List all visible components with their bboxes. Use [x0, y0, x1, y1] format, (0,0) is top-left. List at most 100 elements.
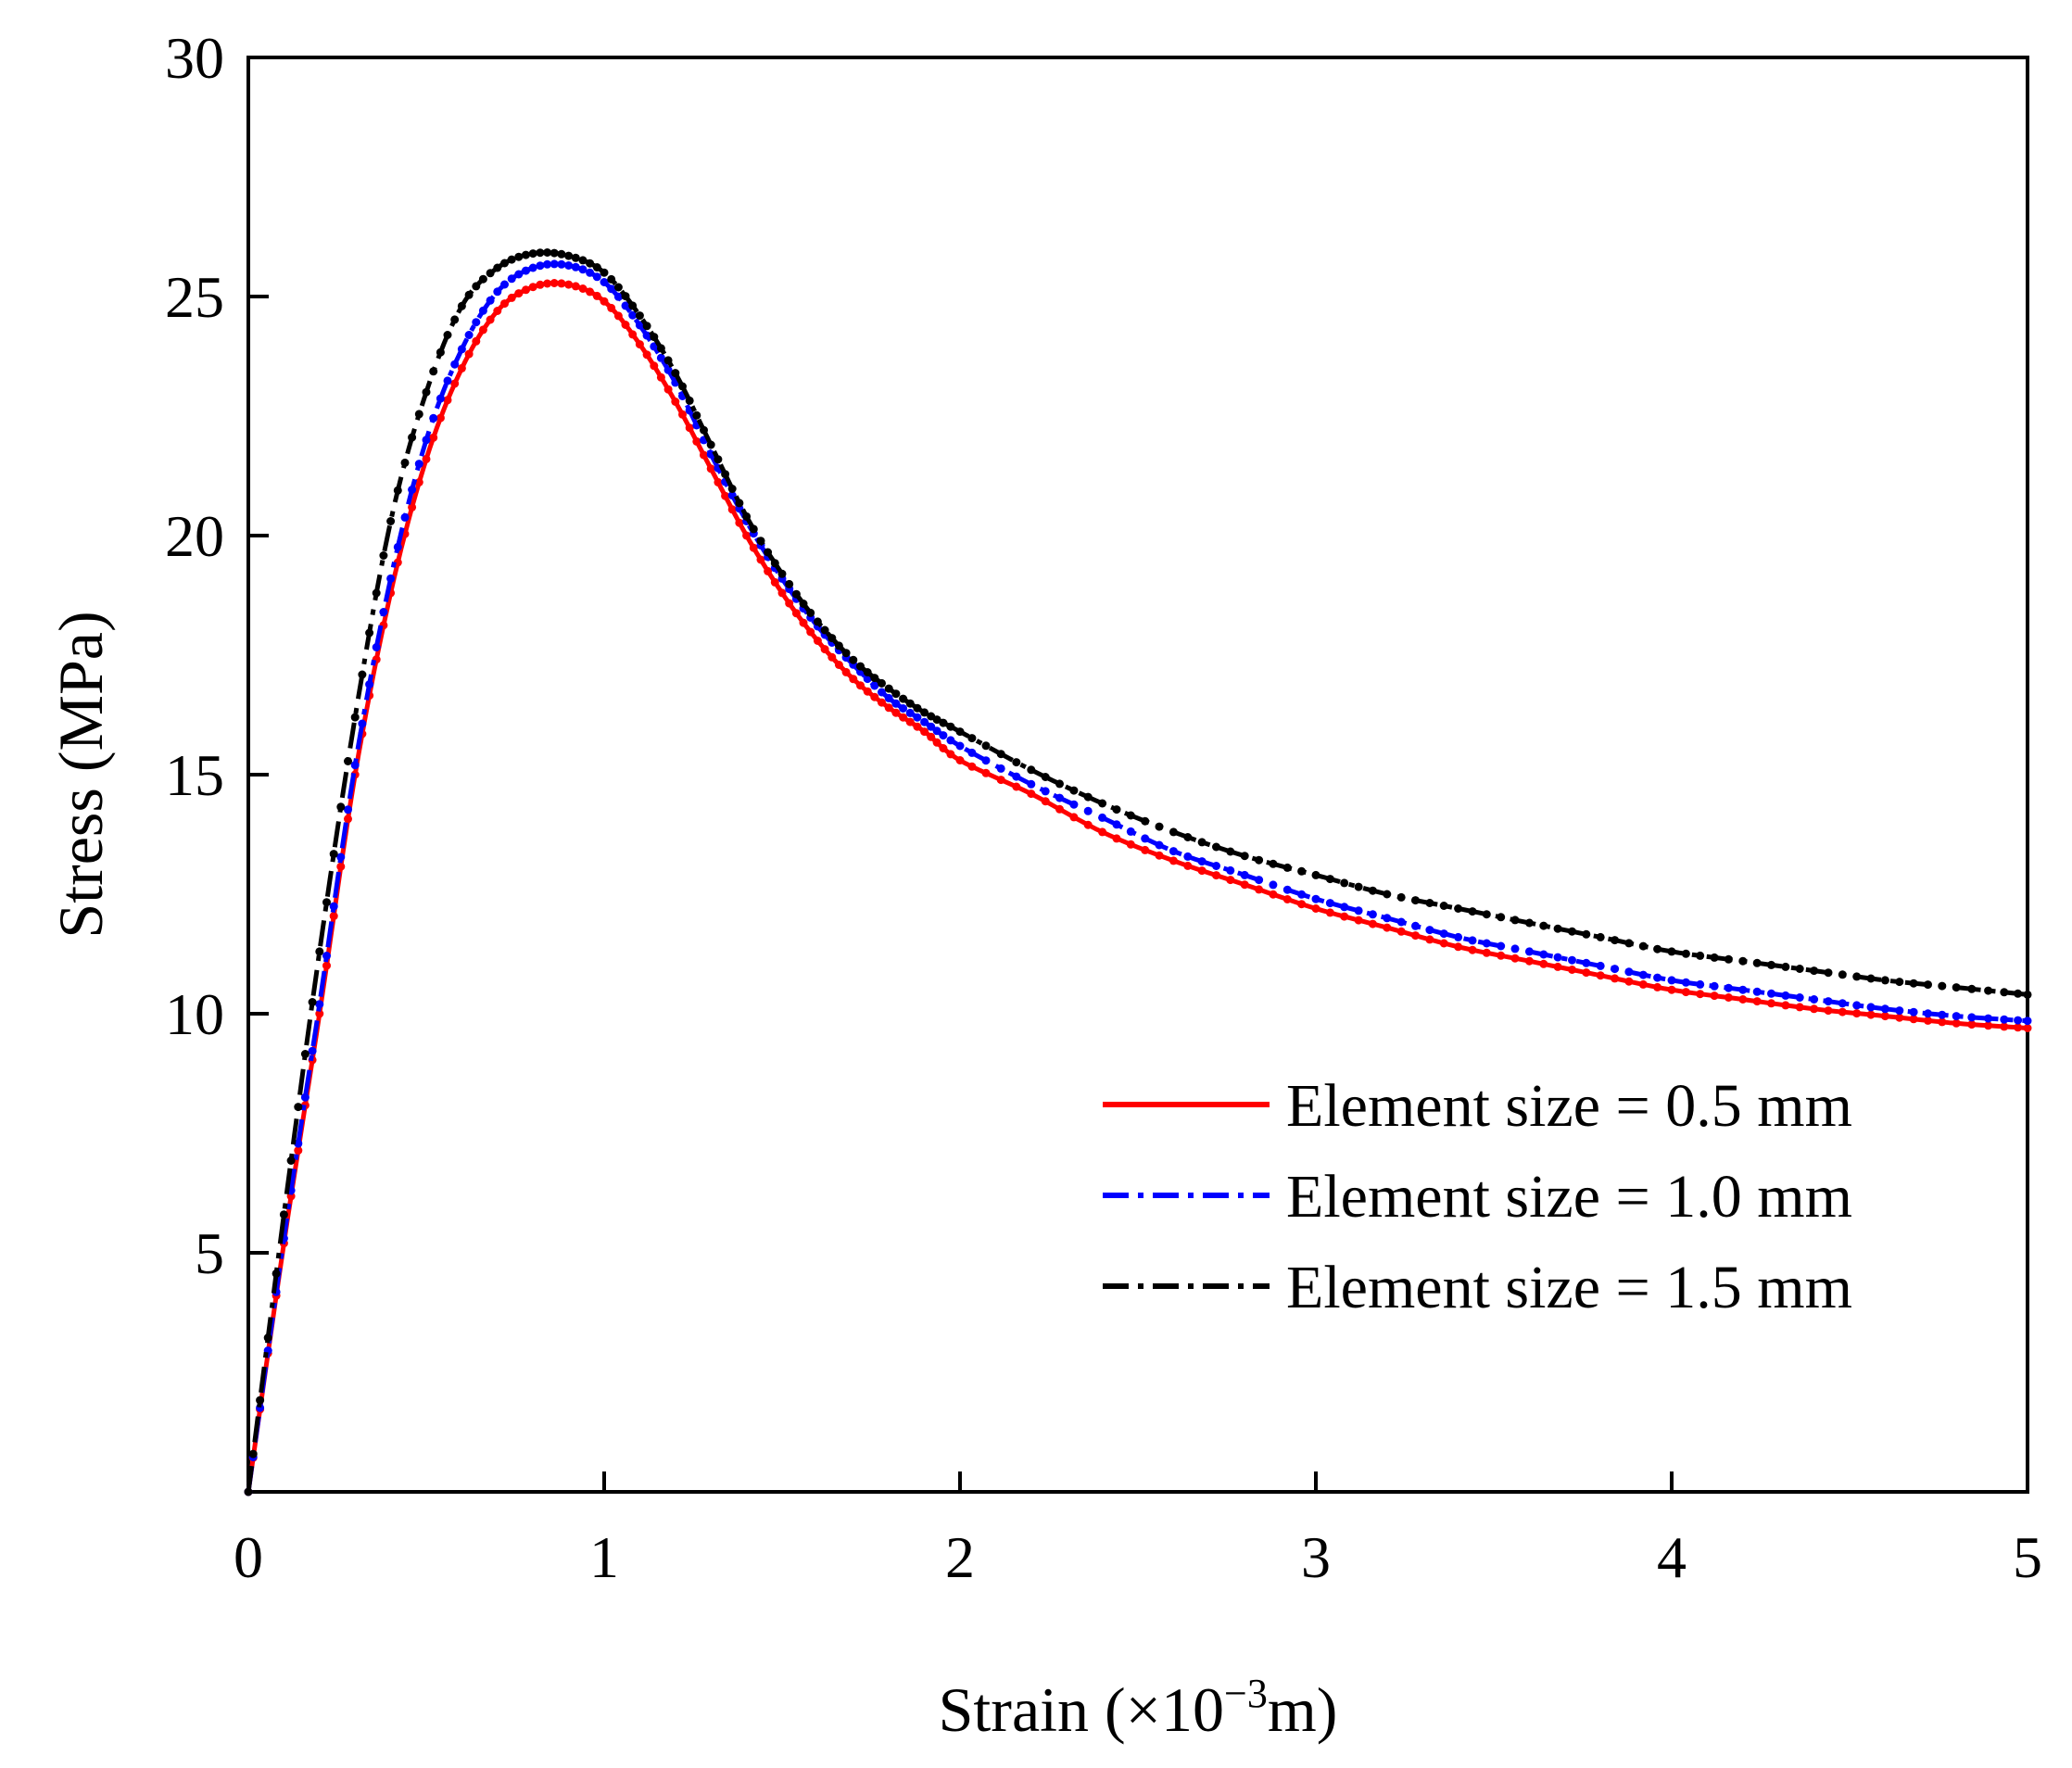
series-1-point [1795, 993, 1804, 1002]
series-0-point [600, 297, 609, 306]
series-0-point [996, 776, 1005, 785]
series-1-point [372, 643, 381, 651]
series-0-point [543, 279, 552, 288]
series-0-point [557, 279, 566, 288]
series-2-point [1795, 965, 1804, 973]
series-2-point [1596, 932, 1605, 941]
series-0-point [1568, 966, 1576, 974]
series-1-point [393, 542, 402, 551]
series-0-point [322, 961, 331, 970]
series-0-point [1282, 895, 1292, 903]
series-2-point [493, 263, 502, 272]
series-2-point [1967, 984, 1977, 993]
series-2-point [1055, 779, 1064, 789]
series-2-point [329, 850, 338, 859]
series-1-point [1781, 991, 1790, 1000]
series-2-point [2014, 989, 2023, 998]
series-0-point [472, 336, 481, 346]
series-0-point [1197, 866, 1207, 876]
series-1-point [1240, 870, 1249, 879]
series-2-point [1880, 976, 1889, 985]
series-2-point [1098, 799, 1107, 808]
series-0-point [571, 282, 580, 291]
series-0-point [486, 315, 495, 324]
series-2-point [870, 674, 879, 683]
series-0-point [621, 321, 630, 329]
series-layer [244, 248, 2032, 1496]
series-2-point [414, 410, 423, 419]
series-2-point [905, 699, 915, 708]
series-0-point [457, 363, 466, 373]
series-0-point [1012, 782, 1021, 791]
series-1-point [514, 270, 524, 279]
series-0-point [714, 477, 723, 486]
series-2-point [344, 757, 352, 765]
series-2-point [1183, 833, 1193, 841]
series-1-point [493, 287, 502, 297]
series-0-point [806, 627, 815, 637]
series-1-point [1568, 955, 1576, 965]
series-2-point [671, 369, 680, 378]
series-0-point [1924, 1016, 1932, 1025]
series-1-point [1510, 944, 1520, 953]
series-2-point [244, 1487, 253, 1496]
series-2-point [1083, 792, 1093, 802]
series-0-point [1439, 939, 1448, 948]
series-0-point [878, 698, 886, 707]
series-2-point [1155, 822, 1164, 831]
series-2-point [1255, 855, 1264, 865]
series-0-point [607, 303, 616, 312]
series-0-point [905, 717, 915, 726]
series-2-point [322, 898, 331, 907]
series-2-point [550, 248, 559, 258]
series-2-point [884, 684, 893, 693]
x-tick-label-0: 0 [234, 1524, 263, 1590]
series-0-point [429, 433, 438, 442]
series-2-point [727, 485, 737, 493]
series-1-point [1041, 787, 1050, 796]
series-0-point [2000, 1022, 2009, 1031]
series-0-point [656, 373, 665, 382]
series-0-point [1738, 995, 1748, 1004]
series-2-point [400, 458, 410, 467]
series-1-point [920, 717, 929, 726]
series-2-point [920, 708, 929, 717]
series-1-point [1653, 973, 1662, 982]
series-2-point [1866, 974, 1876, 983]
series-0-point [834, 661, 843, 669]
series-1-point [1738, 985, 1748, 994]
series-1-point [1497, 941, 1506, 951]
x-tick-label-3: 3 [1301, 1524, 1331, 1590]
series-0-point [1582, 968, 1591, 978]
series-1-point [1696, 979, 1705, 989]
tick-labels: 0 1 2 3 4 5 5 10 15 20 25 30 [165, 25, 2042, 1590]
series-2-point [706, 440, 715, 449]
series-2-point [1497, 913, 1506, 922]
series-0-point [777, 588, 787, 598]
series-0-point [841, 667, 851, 676]
series-0-point [592, 291, 601, 300]
series-2-point [1240, 852, 1249, 861]
series-1-point [913, 713, 922, 722]
series-2-point [785, 579, 794, 588]
series-1-point [1924, 1009, 1932, 1018]
series-1-point [1183, 852, 1193, 861]
series-0-point [791, 609, 801, 618]
series-1-point [1724, 983, 1733, 992]
series-1-point [635, 321, 644, 330]
series-0-point [1653, 982, 1662, 991]
series-0-point [315, 1009, 324, 1018]
series-1-point [1824, 997, 1833, 1006]
series-0-point [813, 637, 822, 645]
series-1-point [656, 353, 665, 362]
series-2-point [1297, 866, 1307, 876]
series-2-point [450, 315, 460, 324]
series-1-point [1767, 989, 1775, 998]
series-1-point [1383, 914, 1392, 923]
series-2-point [1482, 910, 1491, 919]
series-0-point [586, 287, 595, 297]
series-2-point [1126, 811, 1135, 820]
series-0-point [735, 518, 744, 527]
series-1-point [1624, 967, 1634, 977]
series-1-point [358, 719, 367, 728]
